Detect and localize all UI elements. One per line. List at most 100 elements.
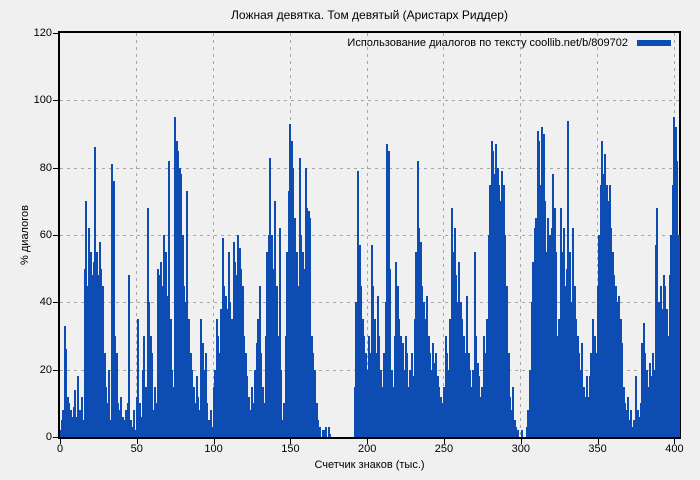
impulse-bar [303, 268, 306, 437]
impulse-bar [149, 336, 152, 437]
impulse-bar [413, 319, 416, 437]
impulse-bar [639, 403, 642, 437]
impulse-bar [423, 302, 426, 437]
y-tick-mark [53, 33, 58, 34]
impulse-bar [155, 403, 158, 437]
impulse-bar [618, 295, 621, 437]
impulse-bar [550, 228, 553, 437]
impulse-bar [541, 127, 544, 437]
impulse-bar [200, 319, 203, 437]
impulse-bar [183, 285, 186, 437]
impulse-bar [310, 336, 313, 437]
impulse-bar [148, 302, 151, 437]
impulse-bar [476, 362, 479, 437]
impulse-bar [274, 201, 277, 437]
impulse-bar [121, 416, 124, 437]
impulse-bar [178, 167, 181, 437]
impulse-bar [650, 376, 653, 437]
impulse-bar [475, 336, 478, 437]
impulse-bar [404, 336, 407, 437]
impulse-bar [436, 376, 439, 437]
impulse-bar [616, 302, 619, 437]
impulse-bar [496, 167, 499, 437]
impulse-bar [610, 228, 613, 437]
impulse-bar [289, 123, 292, 437]
impulse-bar [103, 352, 106, 437]
y-tick-label: 80 [39, 161, 52, 174]
impulse-bar [68, 403, 71, 437]
y-tick-mark [53, 235, 58, 236]
impulse-bar [544, 201, 547, 437]
impulse-bar [126, 403, 129, 437]
impulse-bar [670, 235, 673, 437]
impulse-bar [539, 184, 542, 437]
x-tick-label: 150 [281, 443, 300, 455]
impulse-bar [280, 369, 283, 437]
impulse-bar [515, 426, 518, 437]
impulse-bar [545, 251, 548, 437]
x-tick-label: 400 [665, 443, 684, 455]
impulse-bar [269, 157, 272, 437]
impulse-bar [504, 235, 507, 437]
impulse-bar [424, 319, 427, 437]
impulse-bar [171, 369, 174, 437]
impulse-bar [604, 154, 607, 437]
x-tick-mark [136, 439, 138, 444]
impulse-bar [576, 336, 579, 437]
y-tick-label: 60 [39, 229, 52, 241]
impulse-bar [172, 386, 175, 437]
impulse-bar [307, 211, 310, 437]
impulse-bar [366, 369, 369, 437]
impulse-bar [573, 285, 576, 437]
impulse-bar [97, 275, 100, 437]
impulse-bar [160, 261, 163, 437]
impulse-bar [473, 251, 476, 437]
impulse-bar [458, 261, 461, 437]
impulse-bar [375, 352, 378, 437]
impulse-bar [300, 235, 303, 437]
impulse-bar [140, 416, 143, 437]
impulse-bar [596, 285, 599, 437]
x-tick-mark [367, 439, 369, 444]
impulse-bar [667, 336, 670, 437]
impulse-bar [378, 336, 381, 437]
impulse-bar [364, 352, 367, 437]
impulse-bar [455, 275, 458, 437]
impulse-bar [565, 268, 568, 437]
impulse-bar [198, 410, 201, 437]
impulse-bar [317, 420, 320, 437]
impulse-bar [132, 410, 135, 437]
impulse-bar [95, 251, 98, 437]
impulse-bar [164, 251, 167, 437]
impulse-bar [599, 184, 602, 437]
impulse-bar [224, 295, 227, 437]
impulse-bar [487, 235, 490, 437]
impulse-bar [249, 410, 252, 437]
impulse-bar [498, 184, 501, 437]
impulse-bar [238, 248, 241, 437]
impulse-bar [114, 336, 117, 437]
impulse-bar [244, 352, 247, 437]
impulse-bar [572, 228, 575, 437]
impulse-bar [611, 251, 614, 437]
impulse-bar [186, 191, 189, 437]
impulse-bar [525, 426, 528, 437]
impulse-bar [644, 352, 647, 437]
impulse-bar [459, 302, 462, 437]
impulse-bar [427, 336, 430, 437]
impulse-bar [88, 228, 91, 437]
impulse-bar [201, 342, 204, 437]
impulse-bar [662, 275, 665, 437]
x-tick-label: 350 [588, 443, 607, 455]
impulse-bar [608, 184, 611, 437]
impulse-bar [131, 426, 134, 437]
impulse-bar [671, 184, 674, 437]
impulse-bar [177, 150, 180, 437]
impulse-bar [439, 396, 442, 437]
impulse-bar [559, 208, 562, 437]
x-tick-mark [674, 439, 676, 444]
impulse-bar [676, 160, 679, 437]
impulse-bar [467, 352, 470, 437]
impulse-bar [532, 261, 535, 437]
impulse-bar [118, 410, 121, 437]
